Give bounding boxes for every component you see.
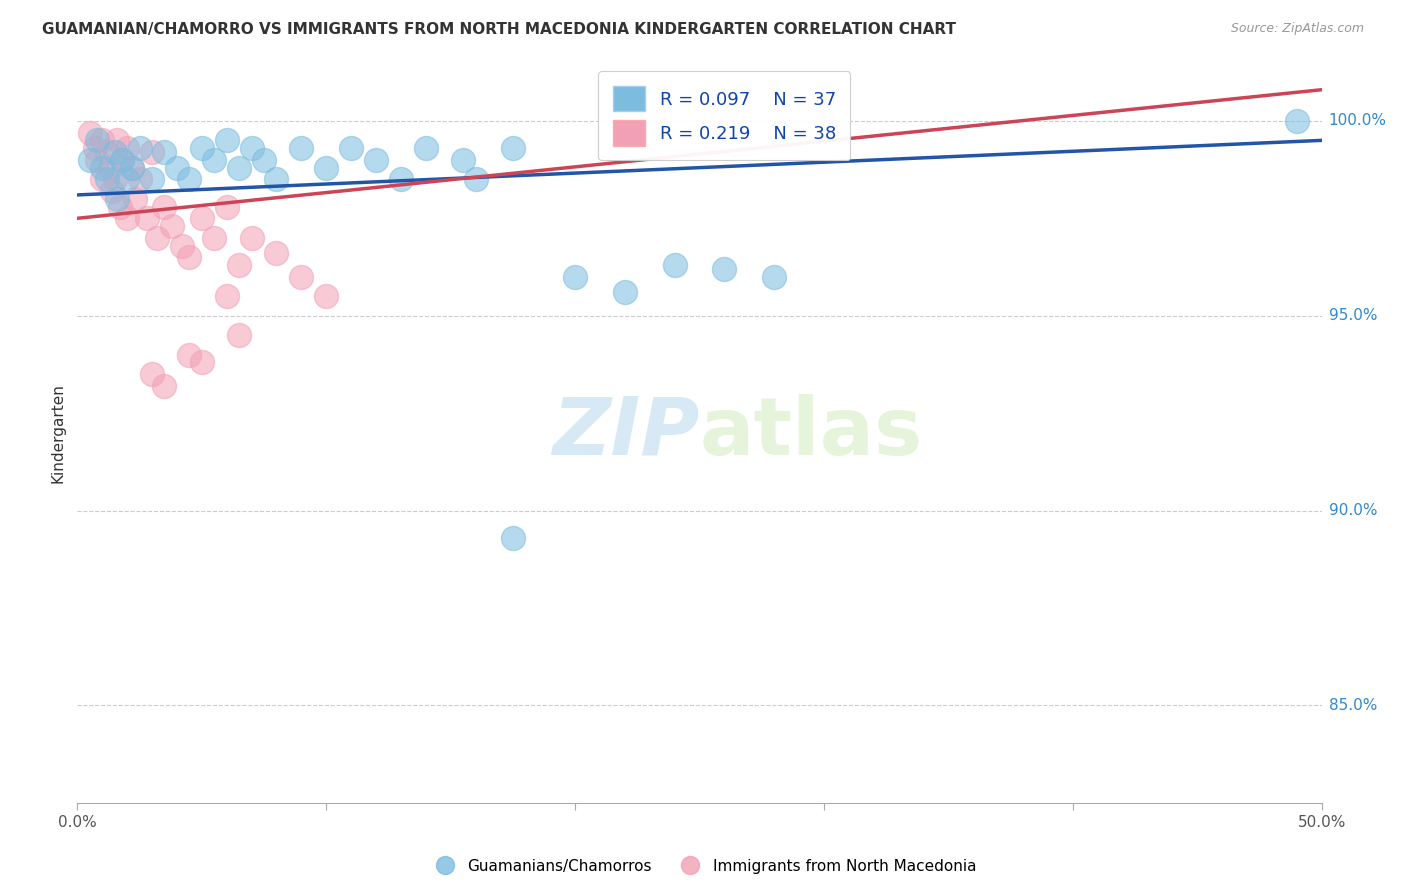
Point	[141, 145, 163, 159]
Legend: Guamanians/Chamorros, Immigrants from North Macedonia: Guamanians/Chamorros, Immigrants from No…	[423, 853, 983, 880]
Point	[215, 133, 238, 147]
Point	[105, 133, 128, 147]
Point	[253, 153, 276, 167]
Point	[146, 231, 169, 245]
Text: 95.0%: 95.0%	[1329, 309, 1376, 323]
Point	[290, 141, 312, 155]
Point	[111, 153, 134, 167]
Point	[153, 200, 176, 214]
Point	[96, 172, 118, 186]
Point	[202, 231, 225, 245]
Point	[121, 161, 143, 175]
Point	[215, 200, 238, 214]
Point	[104, 172, 127, 186]
Point	[228, 161, 250, 175]
Point	[179, 172, 201, 186]
Point	[502, 531, 524, 545]
Point	[191, 355, 214, 369]
Point	[128, 172, 150, 186]
Point	[121, 161, 143, 175]
Point	[111, 153, 134, 167]
Point	[315, 289, 337, 303]
Text: Source: ZipAtlas.com: Source: ZipAtlas.com	[1230, 22, 1364, 36]
Point	[98, 161, 121, 175]
Point	[340, 141, 363, 155]
Point	[79, 126, 101, 140]
Point	[564, 269, 586, 284]
Point	[613, 285, 636, 300]
Point	[389, 172, 412, 186]
Point	[115, 141, 138, 155]
Point	[179, 250, 201, 264]
Point	[266, 246, 288, 260]
Point	[91, 172, 114, 186]
Point	[215, 289, 238, 303]
Text: 85.0%: 85.0%	[1329, 698, 1376, 713]
Point	[153, 379, 176, 393]
Point	[191, 141, 214, 155]
Point	[101, 184, 124, 198]
Point	[713, 262, 735, 277]
Point	[91, 133, 114, 147]
Point	[160, 219, 183, 233]
Point	[115, 172, 138, 186]
Point	[153, 145, 176, 159]
Point	[228, 258, 250, 272]
Text: 90.0%: 90.0%	[1329, 503, 1376, 518]
Point	[191, 211, 214, 226]
Text: GUAMANIAN/CHAMORRO VS IMMIGRANTS FROM NORTH MACEDONIA KINDERGARTEN CORRELATION C: GUAMANIAN/CHAMORRO VS IMMIGRANTS FROM NO…	[42, 22, 956, 37]
Point	[240, 141, 263, 155]
Text: ZIP: ZIP	[553, 393, 700, 472]
Point	[86, 133, 108, 147]
Point	[136, 211, 159, 226]
Point	[166, 161, 188, 175]
Point	[315, 161, 337, 175]
Point	[451, 153, 474, 167]
Point	[83, 141, 105, 155]
Text: 100.0%: 100.0%	[1329, 113, 1386, 128]
Point	[128, 141, 150, 155]
Legend: R = 0.097    N = 37, R = 0.219    N = 38: R = 0.097 N = 37, R = 0.219 N = 38	[599, 71, 851, 161]
Point	[115, 211, 138, 226]
Point	[290, 269, 312, 284]
Text: atlas: atlas	[700, 393, 922, 472]
Point	[664, 258, 686, 272]
Point	[86, 153, 108, 167]
Point	[364, 153, 387, 167]
Point	[464, 172, 486, 186]
Point	[202, 153, 225, 167]
Point	[763, 269, 786, 284]
Point	[91, 161, 114, 175]
Point	[170, 238, 193, 252]
Point	[124, 192, 146, 206]
Point	[266, 172, 288, 186]
Point	[415, 141, 437, 155]
Point	[108, 200, 131, 214]
Point	[228, 328, 250, 343]
Point	[79, 153, 101, 167]
Y-axis label: Kindergarten: Kindergarten	[51, 383, 66, 483]
Point	[141, 367, 163, 381]
Point	[96, 145, 118, 159]
Point	[1285, 114, 1308, 128]
Point	[105, 192, 128, 206]
Point	[141, 172, 163, 186]
Point	[502, 141, 524, 155]
Point	[179, 348, 201, 362]
Point	[104, 145, 127, 159]
Point	[240, 231, 263, 245]
